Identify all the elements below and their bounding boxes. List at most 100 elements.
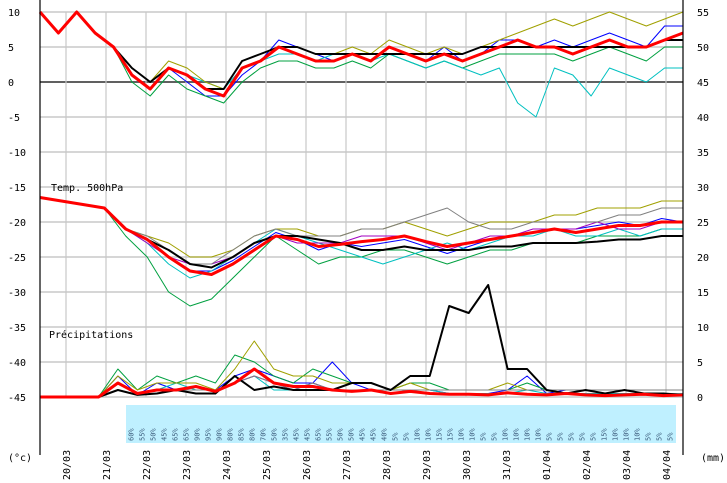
prob-label: 5%	[645, 432, 653, 441]
series-line-t850	[39, 11, 683, 104]
prob-label: 5%	[557, 432, 565, 441]
series-line-t500	[39, 196, 683, 276]
prob-label: 10%	[414, 428, 422, 441]
left-tick-label: 0	[8, 78, 14, 89]
prob-label: 10%	[524, 428, 532, 441]
x-tick-label: 04/04	[662, 450, 673, 480]
right-tick-label: 30	[697, 183, 709, 194]
right-tick-label: 0	[697, 393, 703, 404]
left-tick-label: -5	[8, 113, 20, 124]
prob-label: 5%	[491, 432, 499, 441]
left-tick-label: -45	[8, 393, 26, 404]
series-line-precip	[40, 367, 684, 399]
series-line-t850	[39, 11, 683, 90]
prob-label: 15%	[601, 428, 609, 441]
left-tick-label: 10	[8, 8, 20, 19]
right-tick-label: 10	[697, 323, 709, 334]
prob-label: 80%	[227, 428, 235, 441]
x-tick-label: 23/03	[182, 450, 193, 480]
prob-label: 10%	[425, 428, 433, 441]
prob-label: 10%	[612, 428, 620, 441]
prob-label: 50%	[150, 428, 158, 441]
prob-label: 65%	[183, 428, 191, 441]
left-tick-label: -35	[8, 323, 26, 334]
left-tick-label: -25	[8, 253, 26, 264]
prob-label: 10%	[513, 428, 521, 441]
prob-label: 5%	[579, 432, 587, 441]
prob-label: 45%	[161, 428, 169, 441]
series-line-precip	[40, 284, 684, 398]
prob-label: 45%	[370, 428, 378, 441]
x-tick-label: 27/03	[342, 450, 353, 480]
prob-label: 5%	[568, 432, 576, 441]
prob-label: 60%	[128, 428, 136, 441]
x-tick-label: 21/03	[102, 450, 113, 480]
left-axis-ticks: 10 5 0 -5 -10 -15 -20 -25 -30 -35 -40 -45	[8, 8, 26, 404]
prob-label: 5%	[403, 432, 411, 441]
left-tick-label: -20	[8, 218, 26, 229]
right-tick-label: 35	[697, 148, 709, 159]
prob-label: 10%	[623, 428, 631, 441]
prob-label: 10%	[458, 428, 466, 441]
prob-label: 45%	[359, 428, 367, 441]
left-tick-label: -10	[8, 148, 26, 159]
prob-label: 90%	[194, 428, 202, 441]
prob-label: 80%	[249, 428, 257, 441]
right-tick-label: 55	[697, 8, 709, 19]
prob-label: 15%	[436, 428, 444, 441]
series-layer	[38, 10, 684, 399]
series-line-t500	[39, 197, 683, 265]
x-tick-label: 22/03	[142, 450, 153, 480]
prob-label: 85%	[238, 428, 246, 441]
prob-label: 5%	[392, 432, 400, 441]
right-tick-label: 20	[697, 253, 709, 264]
prob-label: 35%	[282, 428, 290, 441]
right-tick-label: 15	[697, 288, 709, 299]
prob-label: 55%	[326, 428, 334, 441]
prob-label: 10%	[634, 428, 642, 441]
precip-probability-row: 60% 55% 50% 45% 65% 65% 90% 95% 90% 80% 85% 80% 70% 5…	[126, 405, 676, 443]
right-tick-label: 5	[697, 358, 703, 369]
prob-label: 10%	[469, 428, 477, 441]
left-tick-label: -30	[8, 288, 26, 299]
right-tick-label: 50	[697, 43, 709, 54]
prob-label: 45%	[304, 428, 312, 441]
plot-frame	[39, 0, 684, 455]
chart-grid	[40, 11, 683, 398]
left-tick-label: -15	[8, 183, 26, 194]
prob-band	[126, 405, 676, 443]
left-tick-label: -40	[8, 358, 26, 369]
prob-label: 95%	[205, 428, 213, 441]
prob-label: 50%	[337, 428, 345, 441]
prob-label: 50%	[348, 428, 356, 441]
x-tick-label: 25/03	[262, 450, 273, 480]
prob-label: 5%	[480, 432, 488, 441]
prob-label: 5%	[546, 432, 554, 441]
x-tick-label: 30/03	[462, 450, 473, 480]
right-tick-label: 40	[697, 113, 709, 124]
left-tick-label: 5	[8, 43, 14, 54]
x-tick-label: 01/04	[542, 450, 553, 480]
prob-label: 5%	[667, 432, 675, 441]
prob-label: 15%	[447, 428, 455, 441]
prob-label: 55%	[139, 428, 147, 441]
prob-label: 70%	[260, 428, 268, 441]
prob-label: 65%	[315, 428, 323, 441]
panel-title-t500: Temp. 500hPa	[51, 183, 123, 194]
prob-label: 10%	[535, 428, 543, 441]
series-line-t500	[39, 197, 683, 265]
right-tick-label: 25	[697, 218, 709, 229]
prob-label: 40%	[381, 428, 389, 441]
x-tick-label: 03/04	[622, 450, 633, 480]
x-tick-label: 20/03	[62, 450, 73, 480]
x-tick-label: 31/03	[502, 450, 513, 480]
prob-label: 5%	[656, 432, 664, 441]
x-tick-label: 02/04	[582, 450, 593, 480]
panel-title-precip: Précipitations	[49, 329, 133, 341]
prob-label: 50%	[271, 428, 279, 441]
series-line-t850	[38, 10, 684, 98]
prob-label: 5%	[590, 432, 598, 441]
prob-label: 10%	[502, 428, 510, 441]
